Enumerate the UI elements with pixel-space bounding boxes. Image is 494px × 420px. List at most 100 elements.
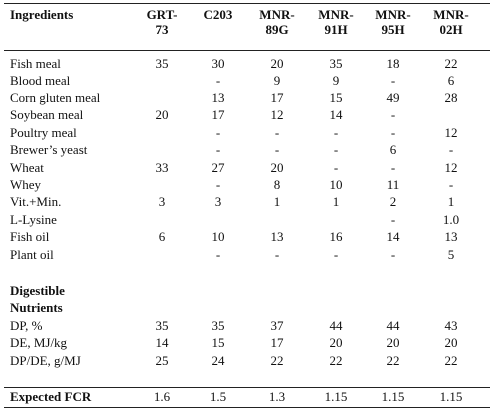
table-cell: 6 xyxy=(389,142,397,157)
table-cell: - xyxy=(215,73,221,88)
table-cell: 37 xyxy=(270,318,284,333)
table-cell: - xyxy=(215,125,221,140)
table-cell: - xyxy=(390,247,396,262)
table-cell: 33 xyxy=(155,160,169,175)
column-header: 73 xyxy=(155,22,169,37)
table-cell: 6 xyxy=(158,229,166,244)
row-label: Vit.+Min. xyxy=(10,194,62,209)
table-cell: 20 xyxy=(155,107,169,122)
table-cell: 13 xyxy=(270,229,284,244)
fcr-cell: 1.5 xyxy=(209,389,227,404)
row-label: L-Lysine xyxy=(10,212,57,227)
table-cell: 44 xyxy=(386,318,400,333)
table-cell: - xyxy=(274,142,280,157)
table-cell: - xyxy=(333,160,339,175)
top-rule xyxy=(4,3,490,4)
table-cell: - xyxy=(215,247,221,262)
table-cell: 14 xyxy=(155,335,169,350)
table-cell: 14 xyxy=(386,229,400,244)
table-cell: - xyxy=(333,125,339,140)
table-cell: 22 xyxy=(329,353,343,368)
table-cell: - xyxy=(390,125,396,140)
table-cell: 27 xyxy=(211,160,225,175)
row-label: Corn gluten meal xyxy=(10,90,101,105)
row-label: DP/DE, g/MJ xyxy=(10,353,81,368)
column-header: MNR- xyxy=(375,7,411,22)
section-title: Nutrients xyxy=(10,300,63,315)
row-label: Fish oil xyxy=(10,229,50,244)
table-cell: 30 xyxy=(211,56,225,71)
table-cell: - xyxy=(390,73,396,88)
fcr-cell: 1.15 xyxy=(324,389,348,404)
table-cell: 1 xyxy=(273,194,281,209)
table-cell: 6 xyxy=(447,73,455,88)
table-cell: 13 xyxy=(444,229,458,244)
table-cell: 15 xyxy=(211,335,225,350)
column-header: MNR- xyxy=(318,7,354,22)
table-cell: - xyxy=(215,142,221,157)
fcr-cell: 1.15 xyxy=(439,389,463,404)
table-cell: - xyxy=(390,212,396,227)
table-cell: 9 xyxy=(273,73,281,88)
row-label: Blood meal xyxy=(10,73,71,88)
table-cell: 44 xyxy=(329,318,343,333)
table-cell: 10 xyxy=(329,177,343,192)
table-cell: - xyxy=(333,247,339,262)
table-cell: 22 xyxy=(444,353,458,368)
row-label: DE, MJ/kg xyxy=(10,335,68,350)
row-label: Whey xyxy=(10,177,42,192)
table-cell: 18 xyxy=(386,56,400,71)
column-header: 91H xyxy=(324,22,348,37)
fcr-cell: 1.3 xyxy=(268,389,286,404)
section-title: Digestible xyxy=(10,283,65,298)
table-cell: - xyxy=(274,247,280,262)
row-label: Wheat xyxy=(10,160,44,175)
table-cell: - xyxy=(390,160,396,175)
table-cell: 11 xyxy=(386,177,400,192)
table-cell: 1 xyxy=(332,194,340,209)
table-cell: 10 xyxy=(211,229,225,244)
table-cell: 17 xyxy=(270,335,284,350)
table-cell: 43 xyxy=(444,318,458,333)
table-cell: - xyxy=(215,177,221,192)
table-cell: 35 xyxy=(155,318,169,333)
table-cell: 20 xyxy=(329,335,343,350)
table-cell: 35 xyxy=(329,56,343,71)
table-cell: 2 xyxy=(389,194,397,209)
header-rule xyxy=(4,50,490,51)
table-cell: 17 xyxy=(211,107,225,122)
table-cell: 22 xyxy=(386,353,400,368)
table-cell: 20 xyxy=(270,56,284,71)
table-cell: 3 xyxy=(214,194,222,209)
table-cell: 9 xyxy=(332,73,340,88)
table-cell: - xyxy=(274,125,280,140)
table-cell: 3 xyxy=(158,194,166,209)
table-cell: 25 xyxy=(155,353,169,368)
table-cell: 28 xyxy=(444,90,458,105)
table-cell: 1 xyxy=(447,194,455,209)
table-cell: 12 xyxy=(444,125,458,140)
column-header: 89G xyxy=(265,22,289,37)
table-cell: - xyxy=(448,177,454,192)
column-header: MNR- xyxy=(259,7,295,22)
fcr-top-rule xyxy=(4,387,490,388)
column-header: MNR- xyxy=(433,7,469,22)
row-label: DP, % xyxy=(10,318,43,333)
table-cell: 5 xyxy=(447,247,455,262)
fcr-label: Expected FCR xyxy=(10,389,92,404)
table-cell: - xyxy=(390,107,396,122)
column-header: 02H xyxy=(439,22,463,37)
row-label: Poultry meal xyxy=(10,125,77,140)
table-cell: 12 xyxy=(444,160,458,175)
table-cell: - xyxy=(333,142,339,157)
table-cell: 12 xyxy=(270,107,284,122)
table-cell: 24 xyxy=(211,353,225,368)
table-cell: 14 xyxy=(329,107,343,122)
header-ingredients: Ingredients xyxy=(10,7,74,22)
table-cell: 49 xyxy=(386,90,400,105)
table-cell: 13 xyxy=(211,90,225,105)
bottom-rule xyxy=(4,407,490,408)
table-cell: 20 xyxy=(386,335,400,350)
table-cell: 22 xyxy=(270,353,284,368)
